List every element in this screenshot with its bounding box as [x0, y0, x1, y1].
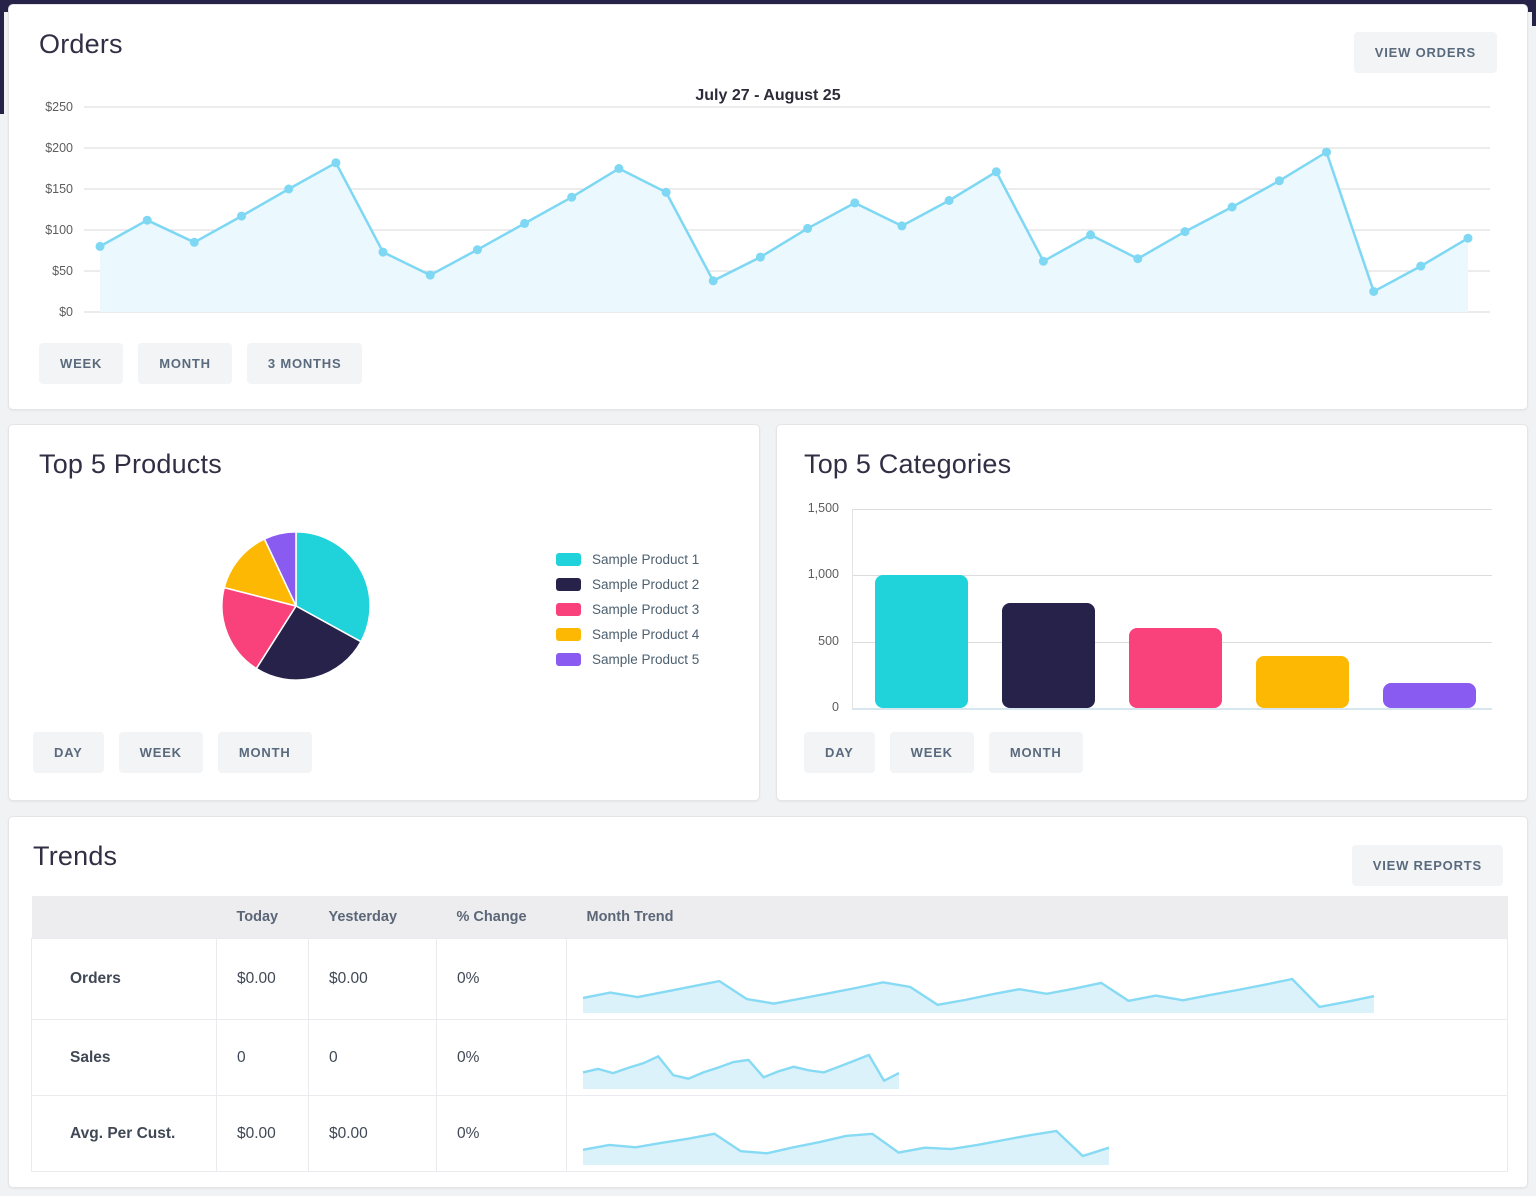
orders-panel-title: Orders: [39, 29, 123, 59]
view-orders-button[interactable]: VIEW ORDERS: [1353, 32, 1497, 73]
orders-tab-month[interactable]: MONTH: [138, 343, 232, 384]
legend-label: Sample Product 1: [592, 552, 700, 567]
legend-item: Sample Product 3: [556, 602, 699, 617]
column-header-today: Today: [216, 896, 309, 939]
sales-today-value: 0: [216, 1019, 309, 1096]
sales-sparkline: [582, 1053, 900, 1089]
top-categories-panel: Top 5 Categories 1,500 1,000 500 0 DAY W…: [776, 424, 1528, 801]
products-range-tabs: DAY WEEK MONTH: [33, 732, 312, 773]
categories-range-tabs: DAY WEEK MONTH: [804, 732, 1083, 773]
date-range-title: July 27 - August 25: [695, 87, 841, 104]
table-header-row: Today Yesterday % Change Month Trend: [31, 896, 1508, 939]
sales-trend-cell: [566, 1019, 1508, 1096]
categories-tab-month[interactable]: MONTH: [988, 732, 1083, 773]
legend-item: Sample Product 2: [556, 577, 699, 592]
header-right-edge: [1532, 0, 1536, 26]
svg-text:$150: $150: [45, 182, 73, 196]
orders-tab-3months[interactable]: 3 MONTHS: [246, 343, 363, 384]
y-axis-tick: 0: [832, 700, 839, 714]
bar-category-2: [1002, 603, 1095, 708]
y-axis-tick: 1,500: [807, 501, 839, 515]
top-products-panel: Top 5 Products Sample Product 1 Sample P…: [8, 424, 760, 801]
orders-yesterday-value: $0.00: [308, 938, 437, 1020]
legend-swatch: [556, 553, 581, 566]
orders-line-chart: $250 $200 $150 $100 $50 $0: [45, 100, 1490, 319]
gridline: [853, 575, 1492, 576]
sales-change-value: 0%: [436, 1019, 567, 1096]
bar-category-3: [1129, 628, 1222, 708]
orders-today-value: $0.00: [216, 938, 309, 1020]
legend-swatch: [556, 578, 581, 591]
orders-range-tabs: WEEK MONTH 3 MONTHS: [39, 343, 363, 384]
svg-text:$200: $200: [45, 141, 73, 155]
categories-tab-day[interactable]: DAY: [804, 732, 875, 773]
row-label: Avg. Per Cust.: [31, 1095, 217, 1172]
orders-panel: Orders VIEW ORDERS July 27 - August 25 $…: [8, 4, 1528, 410]
column-header-month-trend: Month Trend: [566, 896, 1508, 939]
sidebar-edge: [0, 0, 4, 114]
legend-item: Sample Product 1: [556, 552, 699, 567]
legend-swatch: [556, 653, 581, 666]
categories-bar-chart: [852, 509, 1492, 710]
bar-category-1: [875, 575, 968, 708]
column-header-yesterday: Yesterday: [308, 896, 437, 939]
gridline: [853, 509, 1492, 510]
legend-swatch: [556, 628, 581, 641]
top-categories-title: Top 5 Categories: [804, 449, 1012, 479]
avg-trend-cell: [566, 1095, 1508, 1172]
pie-legend: Sample Product 1 Sample Product 2 Sample…: [556, 552, 699, 667]
products-pie-chart: [221, 531, 371, 681]
legend-label: Sample Product 3: [592, 602, 700, 617]
avg-today-value: $0.00: [216, 1095, 309, 1172]
table-row-sales: Sales 0 0 0%: [31, 1019, 1508, 1096]
row-label: Orders: [31, 938, 217, 1020]
legend-item: Sample Product 5: [556, 652, 699, 667]
categories-tab-week[interactable]: WEEK: [889, 732, 974, 773]
products-tab-day[interactable]: DAY: [33, 732, 104, 773]
sales-yesterday-value: 0: [308, 1019, 437, 1096]
y-axis-tick: 1,000: [807, 567, 839, 581]
table-row-avg-per-cust: Avg. Per Cust. $0.00 $0.00 0%: [31, 1095, 1508, 1172]
svg-text:$100: $100: [45, 223, 73, 237]
column-header-blank: [31, 896, 217, 939]
svg-text:$0: $0: [59, 305, 73, 319]
trends-title: Trends: [33, 841, 118, 871]
orders-change-value: 0%: [436, 938, 567, 1020]
avg-yesterday-value: $0.00: [308, 1095, 437, 1172]
column-header-change: % Change: [436, 896, 567, 939]
legend-item: Sample Product 4: [556, 627, 699, 642]
row-label: Sales: [31, 1019, 217, 1096]
view-reports-button[interactable]: VIEW REPORTS: [1351, 845, 1503, 886]
legend-label: Sample Product 4: [592, 627, 700, 642]
trends-table: Today Yesterday % Change Month Trend Ord…: [31, 896, 1508, 1172]
products-tab-month[interactable]: MONTH: [217, 732, 312, 773]
products-tab-week[interactable]: WEEK: [118, 732, 203, 773]
top-products-title: Top 5 Products: [39, 449, 222, 479]
y-axis-tick: 500: [818, 634, 839, 648]
svg-text:$250: $250: [45, 100, 73, 114]
bar-category-5: [1383, 682, 1476, 708]
legend-label: Sample Product 2: [592, 577, 700, 592]
bar-category-4: [1256, 655, 1349, 708]
legend-label: Sample Product 5: [592, 652, 700, 667]
orders-tab-week[interactable]: WEEK: [39, 343, 124, 384]
table-row-orders: Orders $0.00 $0.00 0%: [31, 938, 1508, 1020]
orders-trend-cell: [566, 938, 1508, 1020]
avg-per-cust-sparkline: [582, 1129, 1110, 1165]
legend-swatch: [556, 603, 581, 616]
avg-change-value: 0%: [436, 1095, 567, 1172]
svg-text:$50: $50: [52, 264, 73, 278]
orders-sparkline: [582, 977, 1375, 1013]
trends-panel: Trends VIEW REPORTS Today Yesterday % Ch…: [8, 816, 1528, 1188]
